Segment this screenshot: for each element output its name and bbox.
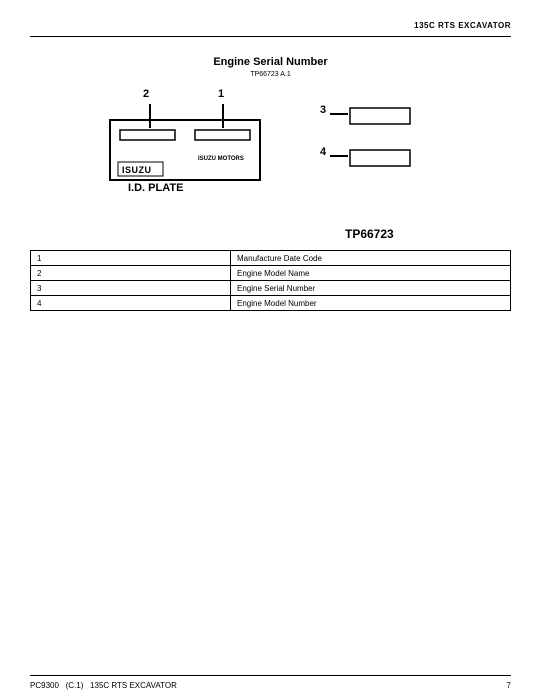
row-num: 1 [31, 251, 231, 266]
parts-table: 1 Manufacture Date Code 2 Engine Model N… [30, 250, 511, 311]
id-plate-label: I.D. PLATE [128, 182, 183, 194]
callout-1: 1 [218, 88, 224, 100]
table-row: 3 Engine Serial Number [31, 281, 511, 296]
footer-section: (C.1) [66, 681, 84, 690]
id-plate-diagram: ISUZU ISUZU MOTORS 2 1 3 4 I.D. PLATE [0, 90, 541, 220]
row-num: 2 [31, 266, 231, 281]
footer-left: PC9300 (C.1) 135C RTS EXCAVATOR [30, 681, 177, 690]
svg-text:ISUZU MOTORS: ISUZU MOTORS [198, 156, 244, 162]
table-row: 2 Engine Model Name [31, 266, 511, 281]
row-num: 4 [31, 296, 231, 311]
footer-doc-code: PC9300 [30, 681, 59, 690]
table-row: 1 Manufacture Date Code [31, 251, 511, 266]
header-product: 135C RTS EXCAVATOR [414, 21, 511, 30]
row-desc: Manufacture Date Code [231, 251, 511, 266]
diagram-svg: ISUZU ISUZU MOTORS [0, 90, 541, 220]
footer-product: 135C RTS EXCAVATOR [90, 681, 177, 690]
footer-rule [30, 675, 511, 676]
callout-4: 4 [320, 146, 326, 158]
row-desc: Engine Model Name [231, 266, 511, 281]
row-num: 3 [31, 281, 231, 296]
table-row: 4 Engine Model Number [31, 296, 511, 311]
svg-text:ISUZU: ISUZU [122, 165, 152, 175]
page-title: Engine Serial Number [0, 56, 541, 68]
row-desc: Engine Model Number [231, 296, 511, 311]
page-subtitle: TP66723 A.1 [0, 71, 541, 78]
footer-page-number: 7 [507, 681, 511, 690]
callout-3: 3 [320, 104, 326, 116]
figure-reference: TP66723 [345, 227, 394, 241]
callout-2: 2 [143, 88, 149, 100]
row-desc: Engine Serial Number [231, 281, 511, 296]
header-rule [30, 36, 511, 37]
